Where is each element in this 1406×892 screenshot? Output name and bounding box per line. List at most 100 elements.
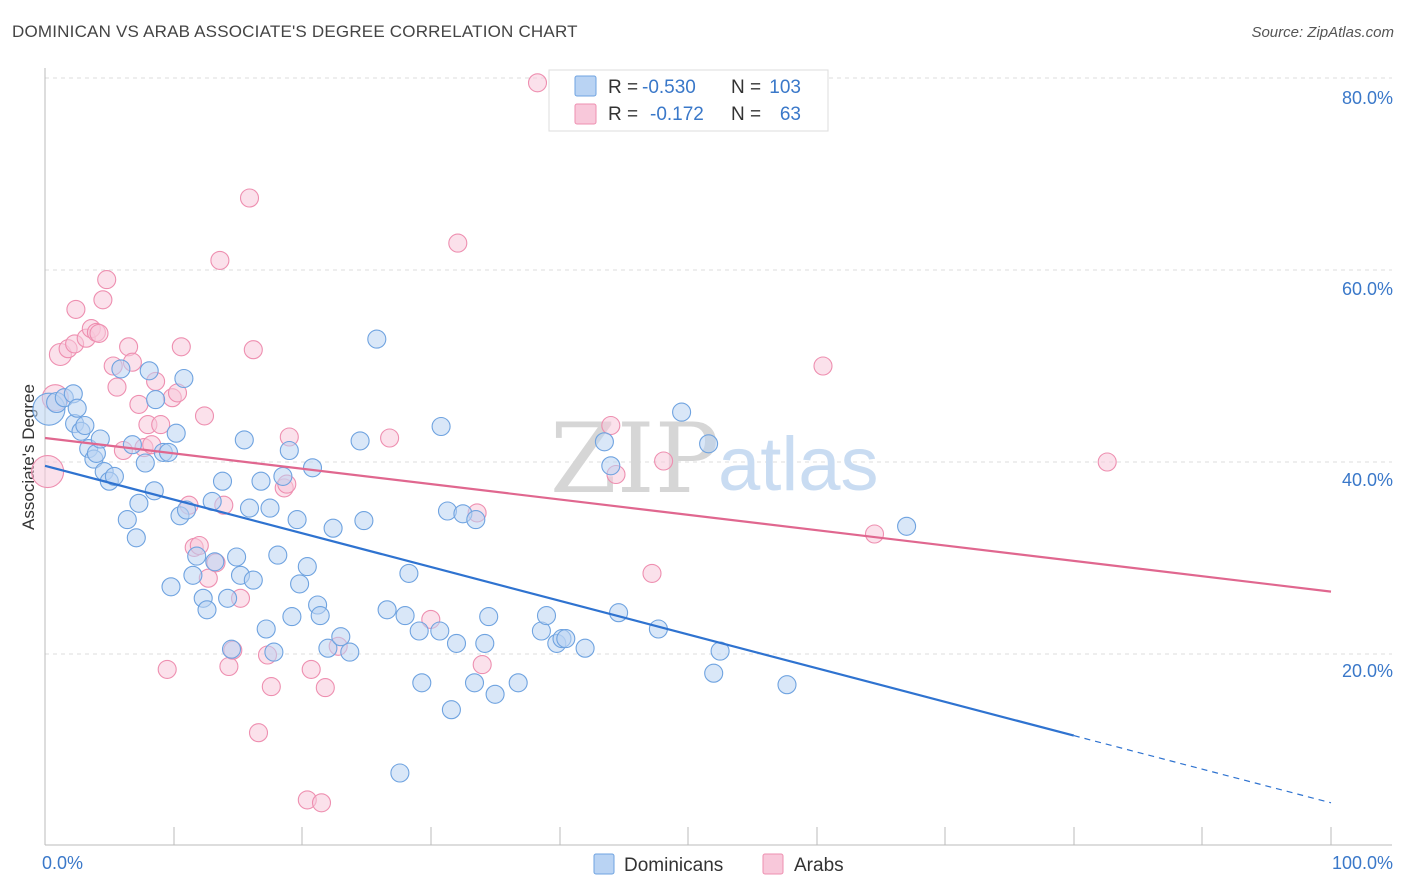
dominican-point — [126, 528, 146, 548]
arab-point — [219, 656, 239, 677]
arab-point — [89, 323, 109, 343]
arab-point — [315, 678, 335, 698]
dominican-point — [264, 642, 284, 662]
legend-n-label-dominican: N = — [731, 77, 761, 98]
arab-point — [472, 655, 492, 675]
dominican-point — [197, 600, 217, 620]
dominican-point — [279, 440, 299, 461]
arab-point — [261, 677, 281, 697]
arab-point — [97, 270, 117, 290]
arab-point — [527, 73, 548, 93]
y-tick-label-80: 80.0% — [1342, 88, 1393, 108]
dominican-point — [556, 629, 576, 649]
dominican-point — [431, 416, 451, 437]
y-tick-label-20: 20.0% — [1342, 661, 1393, 681]
dominican-point — [536, 606, 557, 626]
dominican-point — [464, 673, 485, 693]
dominican-point — [409, 621, 429, 641]
y-tick-label-60: 60.0% — [1342, 279, 1393, 299]
watermark-atlas: atlas — [718, 422, 879, 507]
dominican-point — [212, 471, 233, 491]
dominican-point — [340, 642, 360, 662]
dominican-points — [32, 329, 917, 783]
dominican-point — [479, 607, 499, 627]
legend-r-label-arab: R = — [608, 104, 638, 125]
legend-n-value-arab: 63 — [780, 104, 801, 125]
arab-point — [1097, 452, 1117, 472]
dominican-point — [331, 627, 351, 647]
series-legend: Dominicans Arabs — [593, 853, 844, 876]
dominican-point — [441, 700, 461, 720]
dominican-point — [354, 511, 374, 531]
dominican-point — [218, 588, 238, 608]
arab-point — [301, 659, 321, 679]
dominican-point — [239, 498, 260, 518]
arab-point — [31, 455, 65, 489]
arab-point — [311, 793, 332, 813]
bottom-legend-swatch-arabs — [762, 853, 784, 875]
dominican-point — [897, 516, 917, 536]
dominican-point — [290, 574, 310, 594]
legend-swatch-arab — [574, 103, 597, 125]
dominican-point — [287, 510, 307, 530]
dominican-point — [139, 361, 159, 381]
dominican-point — [575, 638, 595, 658]
dominican-point — [187, 546, 207, 566]
dominican-point — [704, 663, 724, 683]
dominican-point — [390, 763, 410, 783]
dominican-point — [256, 619, 276, 639]
dominican-point — [323, 518, 343, 538]
dominican-point — [594, 432, 614, 452]
dominican-point — [146, 390, 166, 410]
arab-point — [601, 415, 621, 436]
dominican-point — [161, 577, 181, 597]
legend-n-value-dominican: 103 — [769, 77, 801, 98]
dominican-point — [466, 510, 486, 530]
dominican-point — [75, 415, 95, 436]
dominican-point — [135, 453, 155, 473]
dominican-point — [412, 673, 432, 693]
arab-point — [380, 428, 400, 448]
dominican-point — [221, 639, 242, 659]
dominican-point — [176, 500, 197, 520]
dominican-point — [268, 545, 288, 565]
bottom-legend-label-dominicans: Dominicans — [624, 855, 723, 876]
arab-point — [654, 451, 674, 471]
legend-r-value-dominican: -0.530 — [642, 77, 696, 98]
dominican-point — [117, 510, 137, 530]
legend-swatch-dominican — [574, 75, 597, 97]
dominican-point — [699, 434, 719, 454]
dominican-point — [227, 547, 247, 567]
y-axis-label: Associate's Degree — [19, 384, 38, 530]
dominican-point — [446, 633, 467, 653]
gridlines — [45, 77, 1392, 655]
dominican-point — [508, 673, 528, 693]
legend-r-value-arab: -0.172 — [650, 104, 704, 125]
dominican-point — [377, 600, 397, 620]
arab-point — [642, 563, 662, 583]
dominican-point — [601, 456, 621, 476]
dominican-point — [318, 638, 338, 658]
arab-point — [151, 415, 171, 435]
dominican-point — [174, 368, 194, 389]
arab-point — [107, 377, 127, 397]
dominican-point — [129, 493, 149, 513]
dominican-point — [302, 458, 323, 478]
bottom-legend-swatch-dominicans — [593, 853, 615, 875]
dominican-point — [399, 563, 419, 583]
chart-title: DOMINICAN VS ARAB ASSOCIATE'S DEGREE COR… — [12, 22, 578, 41]
dominican-point — [672, 402, 692, 422]
arab-trend-line — [44, 436, 1332, 593]
x-tick-label-max: 100.0% — [1332, 853, 1393, 873]
legend-n-label-arab: N = — [731, 104, 761, 125]
dominican-point — [350, 431, 370, 451]
dominican-point — [183, 565, 203, 585]
arab-point — [239, 188, 260, 208]
x-tick-label-min: 0.0% — [42, 853, 83, 873]
dominican-point — [122, 435, 142, 455]
arab-point — [813, 356, 833, 376]
arab-point — [248, 723, 269, 743]
dominican-point — [430, 621, 450, 641]
arab-point — [93, 290, 113, 310]
